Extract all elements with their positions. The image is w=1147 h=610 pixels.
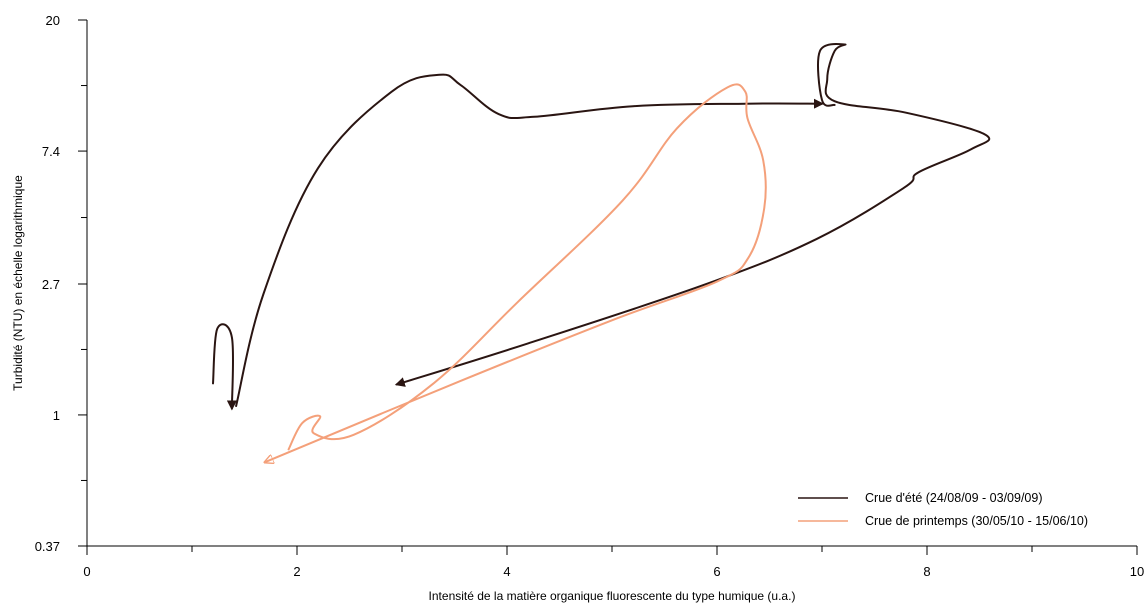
series-0-segment-2 — [212, 323, 237, 411]
x-tick-label: 8 — [923, 564, 930, 579]
y-tick-label: 7.4 — [42, 144, 60, 159]
x-tick-label: 10 — [1130, 564, 1144, 579]
series-1-segment-0 — [266, 83, 767, 462]
series-layer — [212, 42, 991, 462]
series-0 — [212, 42, 991, 411]
y-axis-ticks: 0.37 1 2.7 7.4 20 — [35, 13, 87, 554]
series-0-segment-0 — [235, 73, 824, 408]
series-1 — [266, 83, 767, 462]
y-tick-label: 20 — [46, 13, 60, 28]
series-0-segment-1 — [394, 42, 991, 387]
y-axis-title: Turbidité (NTU) en échelle logarithmique — [11, 175, 25, 391]
x-axis-title: Intensité de la matière organique fluore… — [429, 589, 796, 603]
x-tick-label: 0 — [83, 564, 90, 579]
y-tick-label: 2.7 — [42, 277, 60, 292]
x-tick-label: 4 — [503, 564, 510, 579]
x-tick-label: 6 — [713, 564, 720, 579]
x-axis-ticks: 0 2 4 6 8 10 — [83, 546, 1144, 579]
x-tick-label: 2 — [293, 564, 300, 579]
legend-label-0: Crue d'été (24/08/09 - 03/09/09) — [865, 491, 1043, 505]
legend: Crue d'été (24/08/09 - 03/09/09) Crue de… — [798, 491, 1088, 528]
legend-label-1: Crue de printemps (30/05/10 - 15/06/10) — [865, 514, 1088, 528]
y-tick-label: 1 — [53, 408, 60, 423]
y-tick-label: 0.37 — [35, 539, 60, 554]
